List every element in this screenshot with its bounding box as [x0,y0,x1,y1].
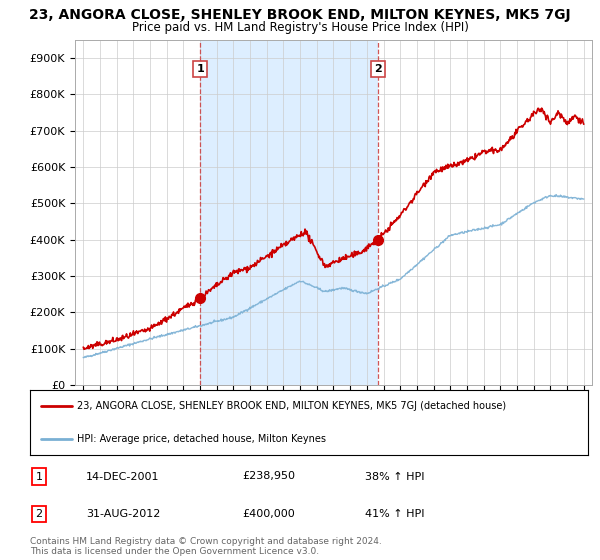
Text: Contains HM Land Registry data © Crown copyright and database right 2024.
This d: Contains HM Land Registry data © Crown c… [30,537,382,557]
Text: 14-DEC-2001: 14-DEC-2001 [86,472,160,482]
Text: HPI: Average price, detached house, Milton Keynes: HPI: Average price, detached house, Milt… [77,434,326,444]
Text: 41% ↑ HPI: 41% ↑ HPI [365,509,424,519]
Text: 2: 2 [35,509,43,519]
Text: 38% ↑ HPI: 38% ↑ HPI [365,472,424,482]
Text: Price paid vs. HM Land Registry's House Price Index (HPI): Price paid vs. HM Land Registry's House … [131,21,469,34]
Text: 1: 1 [35,472,43,482]
Text: 1: 1 [196,64,204,74]
Text: £238,950: £238,950 [242,472,295,482]
Text: 2: 2 [374,64,382,74]
Text: 23, ANGORA CLOSE, SHENLEY BROOK END, MILTON KEYNES, MK5 7GJ: 23, ANGORA CLOSE, SHENLEY BROOK END, MIL… [29,8,571,22]
Text: 23, ANGORA CLOSE, SHENLEY BROOK END, MILTON KEYNES, MK5 7GJ (detached house): 23, ANGORA CLOSE, SHENLEY BROOK END, MIL… [77,402,506,411]
Text: £400,000: £400,000 [242,509,295,519]
Bar [200,40,378,385]
Text: 31-AUG-2012: 31-AUG-2012 [86,509,160,519]
